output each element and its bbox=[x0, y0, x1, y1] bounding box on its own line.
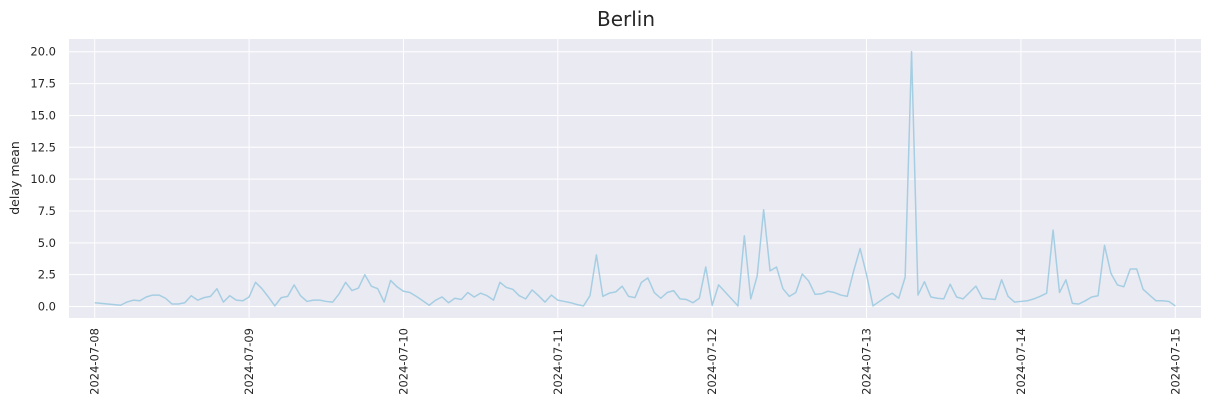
y-tick-label: 2.5 bbox=[38, 268, 56, 282]
y-tick-label: 20.0 bbox=[30, 45, 56, 59]
x-tick-label: 2024-07-11 bbox=[551, 328, 565, 395]
y-tick-label: 15.0 bbox=[30, 108, 56, 122]
y-tick-label: 5.0 bbox=[38, 236, 56, 250]
x-tick-label: 2024-07-14 bbox=[1014, 328, 1028, 395]
y-tick-label: 7.5 bbox=[38, 204, 56, 218]
x-tick-label: 2024-07-09 bbox=[242, 328, 256, 395]
y-tick-label: 17.5 bbox=[30, 77, 56, 91]
y-tick-label: 12.5 bbox=[30, 140, 56, 154]
x-tick-label: 2024-07-10 bbox=[396, 328, 410, 395]
y-axis-ticks: 0.0 2.5 5.0 7.5 10.0 12.5 15.0 17.5 20.0 bbox=[30, 45, 56, 314]
y-axis-label: delay mean bbox=[7, 141, 22, 215]
chart-title: Berlin bbox=[597, 7, 655, 31]
y-gridlines bbox=[69, 51, 1201, 308]
series-line bbox=[94, 50, 1176, 307]
x-gridlines bbox=[94, 39, 1176, 318]
x-tick-label: 2024-07-15 bbox=[1168, 328, 1182, 395]
plot-area bbox=[69, 39, 1201, 318]
x-tick-label: 2024-07-08 bbox=[88, 328, 102, 395]
x-tick-label: 2024-07-12 bbox=[705, 328, 719, 395]
y-tick-label: 0.0 bbox=[38, 300, 56, 314]
x-tick-label: 2024-07-13 bbox=[860, 328, 874, 395]
x-axis-ticks: 2024-07-08 2024-07-09 2024-07-10 2024-07-11… bbox=[88, 328, 1183, 395]
y-tick-label: 10.0 bbox=[30, 172, 56, 186]
